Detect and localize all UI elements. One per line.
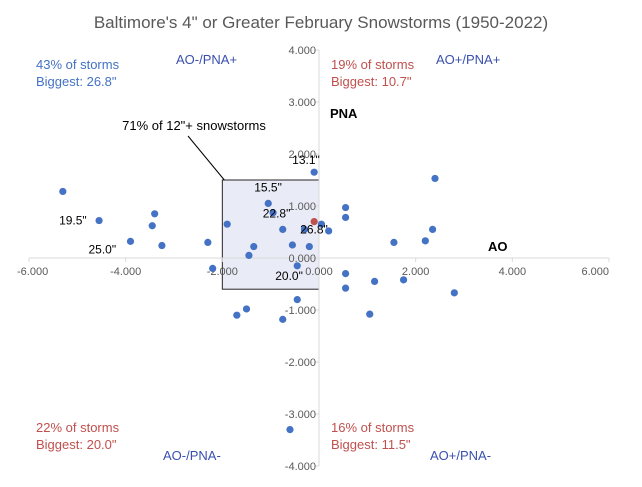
data-point: [158, 241, 166, 250]
x-tick-label: -4.000: [110, 266, 141, 278]
x-axis-title: AO: [488, 239, 508, 254]
data-point: [317, 220, 326, 228]
y-tick-label: 4.000: [288, 45, 316, 57]
data-point: [126, 237, 135, 245]
data-point: [300, 225, 309, 233]
x-tick-label: 6.000: [581, 266, 609, 278]
data-point: [421, 237, 429, 245]
data-point: [370, 277, 379, 285]
y-axis-title: PNA: [330, 106, 358, 121]
data-point: [250, 242, 258, 251]
callout-leader-line: [187, 135, 225, 181]
data-point: [233, 311, 241, 319]
quadrant-percent: 43% of storms: [36, 57, 120, 72]
data-point: [428, 225, 437, 233]
data-point: [341, 284, 350, 292]
y-tick-label: -1.000: [285, 305, 316, 317]
data-point: [399, 276, 408, 284]
data-point: [279, 315, 287, 323]
data-point: [325, 227, 333, 235]
data-label: 20.0": [275, 269, 303, 283]
data-point: [59, 187, 67, 196]
y-tick-label: 2.000: [288, 149, 316, 161]
data-point: [341, 270, 350, 278]
callout-label: 71% of 12"+ snowstorms: [122, 118, 266, 133]
quadrant-percent: 16% of storms: [331, 420, 415, 435]
quadrant-name: AO-/PNA-: [163, 448, 221, 463]
data-point: [264, 199, 272, 207]
x-tick-label: 2.000: [402, 266, 430, 278]
quadrant-biggest: Biggest: 26.8": [36, 74, 117, 89]
data-point: [95, 216, 103, 225]
quadrant-name: AO+/PNA+: [436, 52, 500, 67]
quadrant-biggest: Biggest: 11.5": [331, 437, 411, 452]
data-label: 15.5": [254, 180, 282, 194]
highlight-box: [221, 179, 320, 290]
y-tick-label: -3.000: [285, 409, 316, 421]
y-tick-label: 0.000: [288, 253, 316, 265]
quadrant-name: AO+/PNA-: [430, 448, 491, 463]
quadrant-biggest: Biggest: 20.0": [36, 437, 117, 452]
data-label: 22.8": [263, 206, 291, 220]
data-point: [204, 238, 212, 246]
data-point: [310, 168, 318, 176]
data-point: [293, 296, 301, 304]
data-point: [450, 289, 458, 297]
data-label: 13.1": [292, 153, 320, 167]
data-point: [223, 220, 231, 228]
x-tick-label: -6.000: [17, 266, 48, 278]
y-tick-label: 3.000: [288, 97, 316, 109]
data-point: [151, 210, 159, 218]
data-label: 25.0": [89, 242, 117, 256]
data-point: [341, 213, 350, 222]
data-point: [269, 209, 277, 217]
quadrant-name: AO-/PNA+: [176, 52, 237, 67]
data-point: [366, 310, 374, 318]
data-label: 26.8": [300, 223, 328, 237]
data-point: [286, 426, 294, 434]
quadrant-biggest: Biggest: 10.7": [331, 74, 412, 89]
data-point: [341, 203, 350, 212]
data-point: [242, 305, 251, 313]
data-point: [288, 241, 297, 249]
x-tick-label: 0.000: [305, 266, 333, 278]
quadrant-percent: 22% of storms: [36, 420, 120, 435]
data-point: [305, 242, 313, 251]
data-point: [279, 225, 287, 233]
data-point: [245, 251, 253, 259]
y-tick-label: 1.000: [288, 201, 316, 213]
data-point: [209, 264, 217, 272]
y-tick-label: -4.000: [285, 461, 316, 473]
quadrant-percent: 19% of storms: [331, 57, 415, 72]
data-label: 19.5": [59, 214, 87, 228]
data-point: [148, 222, 156, 230]
chart-title: Baltimore's 4" or Greater February Snows…: [94, 13, 548, 32]
data-point: [431, 174, 439, 183]
data-point: [293, 262, 301, 270]
data-point: [390, 238, 398, 246]
data-point-highlight: [310, 218, 318, 226]
y-tick-label: -2.000: [285, 357, 316, 369]
x-tick-label: 4.000: [499, 266, 527, 278]
